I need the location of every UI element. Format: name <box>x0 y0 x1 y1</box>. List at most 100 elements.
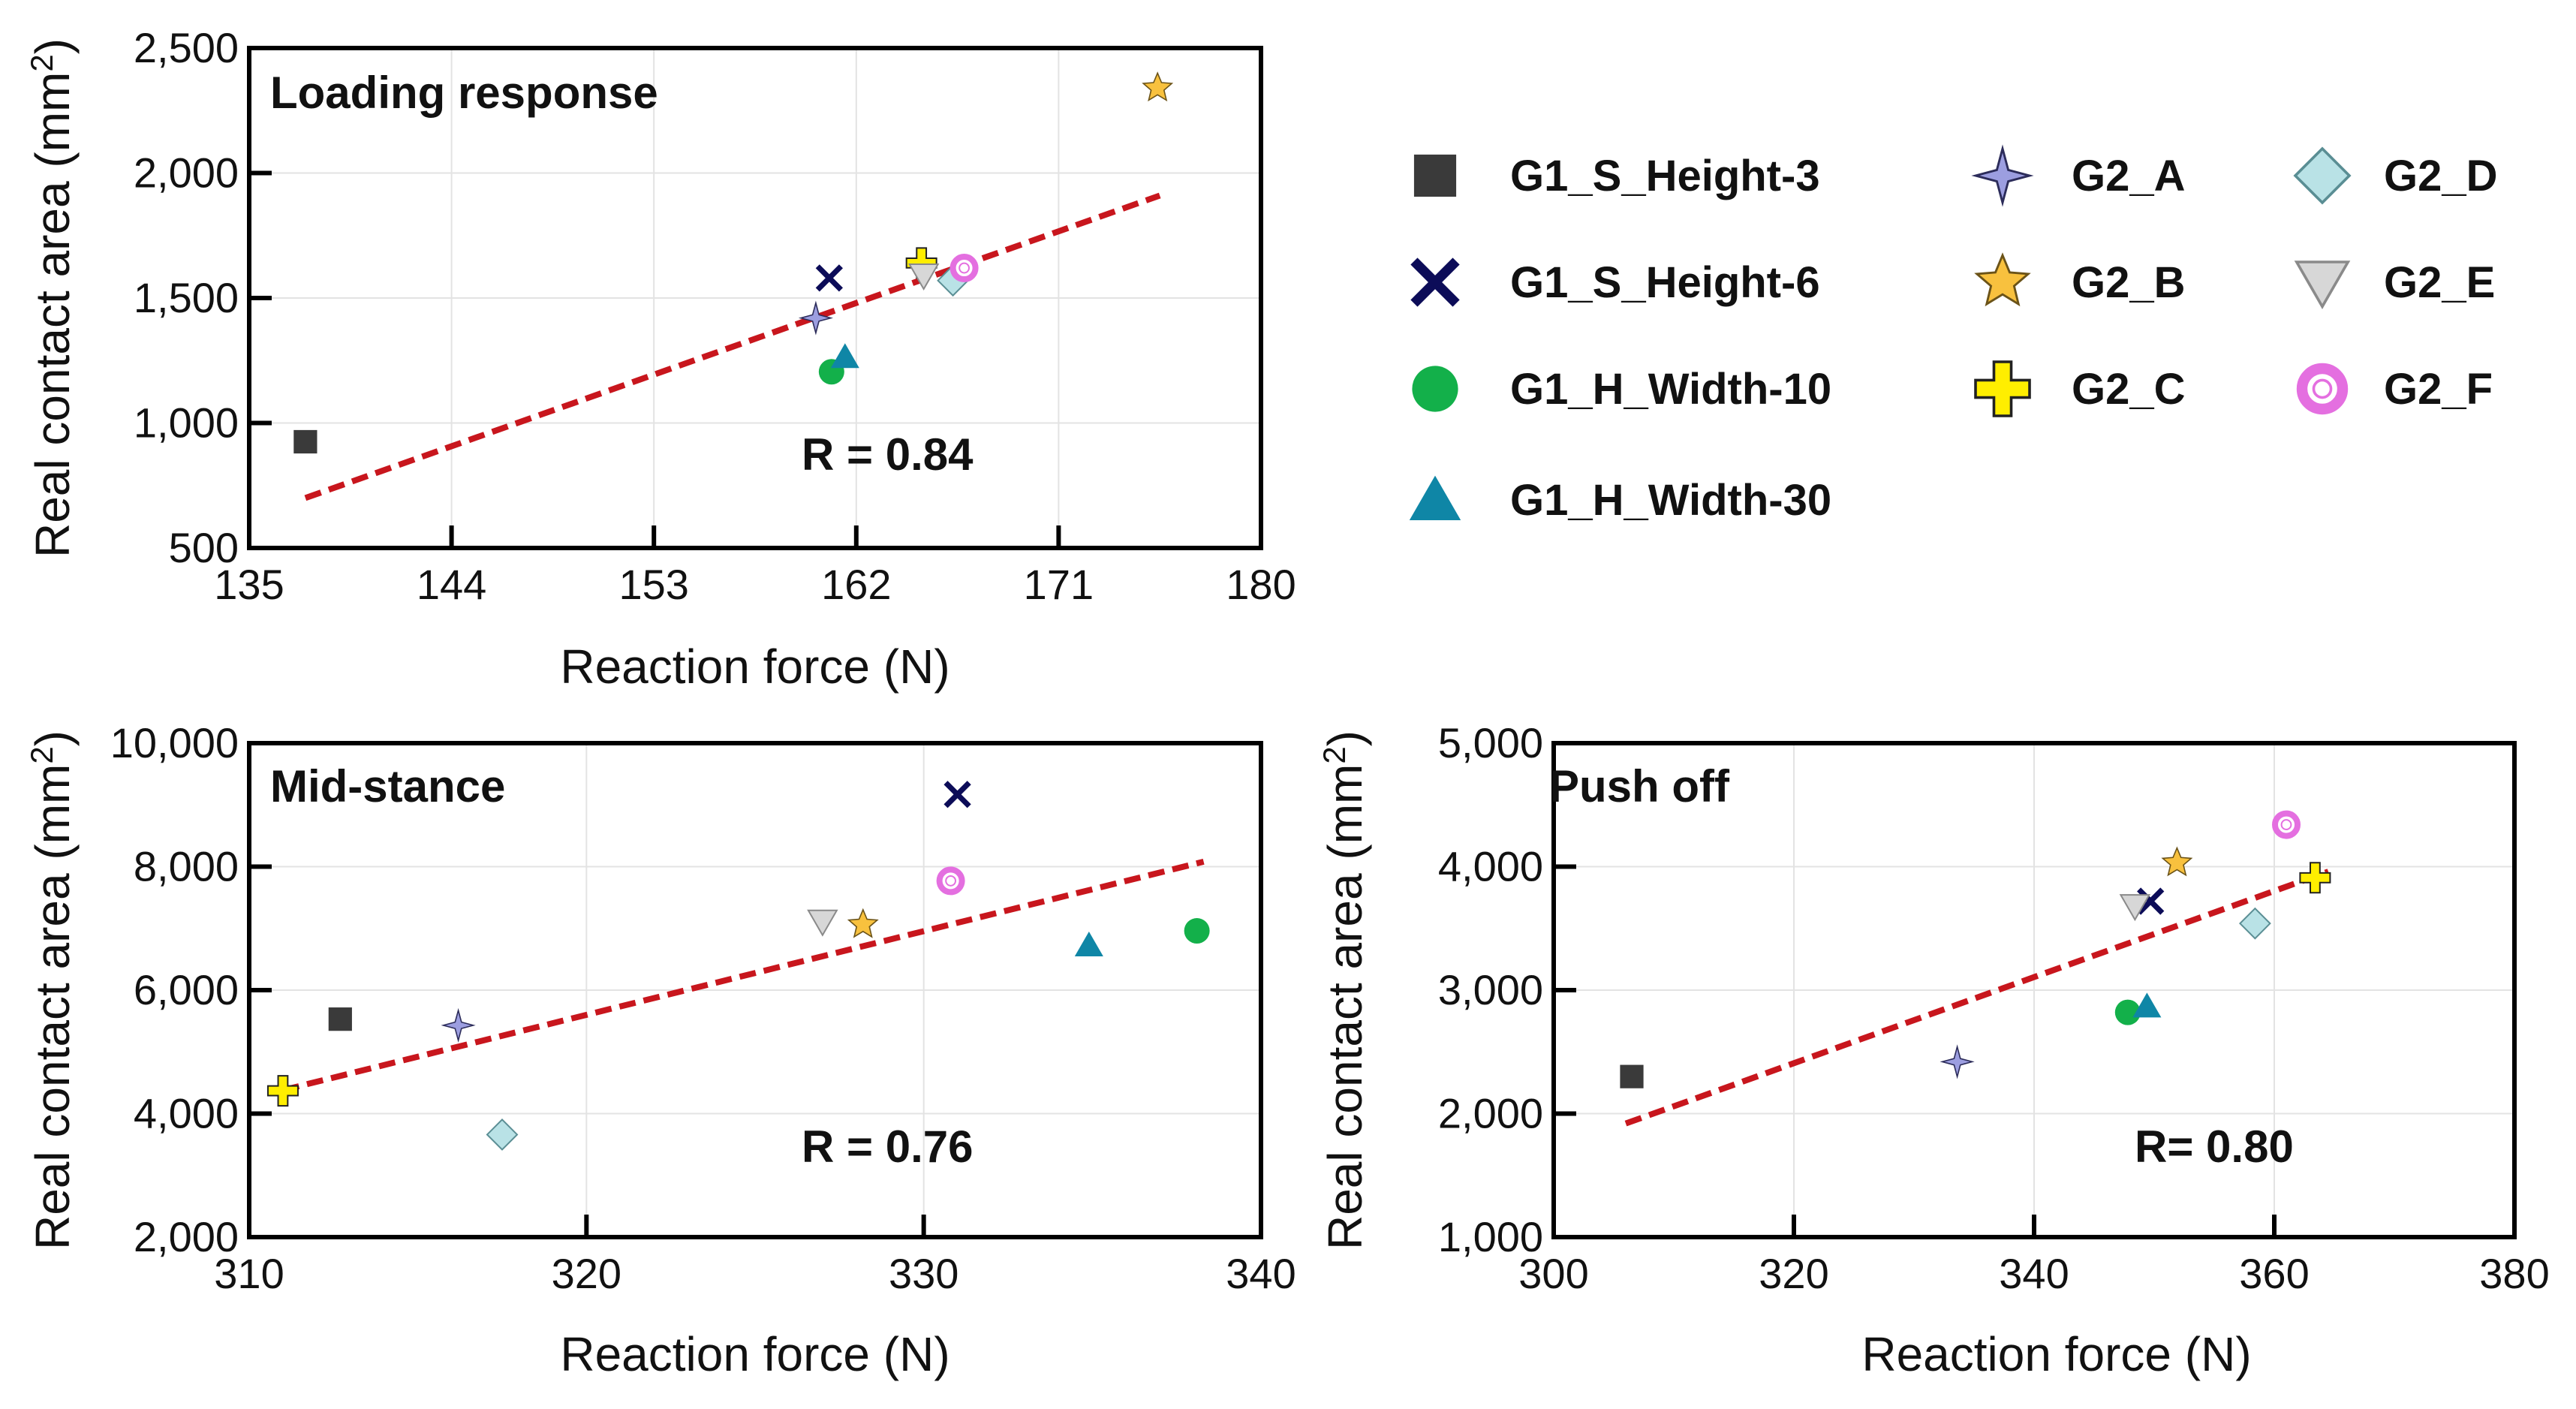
data-point-g1-s-height-6 <box>2137 887 2165 915</box>
y-axis-title: Real contact area (mm2) <box>24 38 80 558</box>
panel-push-off: 300 320 340 360 380 1,000 2,000 3,000 4,000 5,000… <box>1317 719 2550 1381</box>
x-tick-label: 340 <box>1226 1250 1296 1297</box>
data-point-g2-d <box>2238 907 2271 940</box>
y-tick-label: 3,000 <box>1438 966 1543 1013</box>
y-axis-title: Real contact area (mm2) <box>1317 730 1372 1250</box>
y-tick-label: 500 <box>169 524 239 571</box>
legend-item-g2-a: G2_A <box>1971 144 2186 207</box>
legend-marker-g2-f <box>2296 363 2349 415</box>
correlation-label: R = 0.84 <box>802 429 974 480</box>
y-tick-label: 1,500 <box>134 274 239 321</box>
legend-label: G1_H_Width-10 <box>1510 365 1831 414</box>
legend-marker-g2-e <box>2294 260 2351 310</box>
legend-marker-g1-h-width-10 <box>1412 366 1458 412</box>
data-point-g2-e <box>2119 894 2151 922</box>
legend-marker-g1-s-height-3 <box>1413 154 1457 197</box>
x-tick-label: 310 <box>214 1250 284 1297</box>
data-point-g1-h-width-10 <box>2114 999 2141 1025</box>
legend-label: G2_A <box>2072 152 2186 200</box>
data-point-g2-b <box>2161 846 2193 877</box>
y-tick-label: 2,000 <box>134 149 239 197</box>
data-point-g1-h-width-30 <box>2132 992 2162 1018</box>
legend-marker-g2-b <box>1974 252 2031 307</box>
legend-item-g2-e: G2_E <box>2294 258 2495 310</box>
x-tick-label: 320 <box>552 1250 621 1297</box>
panel-title: Loading response <box>270 68 658 118</box>
regression-line <box>1624 869 2330 1127</box>
y-tick-label: 4,000 <box>134 1090 239 1137</box>
panel-mid-stance: 310 320 330 340 2,000 4,000 6,000 8,000 10,000 M… <box>24 719 1296 1381</box>
x-tick-label: 340 <box>1999 1250 2069 1297</box>
y-tick-label: 2,000 <box>134 1213 239 1260</box>
regression-line <box>281 859 1205 1094</box>
y-tick-label: 2,000 <box>1438 1090 1543 1137</box>
legend-label: G1_H_Width-30 <box>1510 476 1831 525</box>
data-point-g1-s-height-6 <box>815 264 843 292</box>
data-point-g2-e <box>807 909 838 937</box>
correlation-label: R = 0.76 <box>802 1121 974 1172</box>
legend-label: G1_S_Height-3 <box>1510 152 1820 200</box>
y-tick-label: 2,500 <box>134 24 239 71</box>
legend-item-g1-s-height-6: G1_S_Height-6 <box>1410 257 1820 307</box>
x-tick-label: 320 <box>1759 1250 1828 1297</box>
regression-line <box>304 192 1161 501</box>
y-tick-label: 1,000 <box>1438 1213 1543 1260</box>
x-axis-title: Reaction force (N) <box>560 640 949 694</box>
x-axis-title: Reaction force (N) <box>1861 1327 2251 1381</box>
data-point-g2-e <box>907 263 940 291</box>
data-point-g1-h-width-10 <box>1184 918 1210 944</box>
data-point-g2-d <box>486 1118 519 1151</box>
data-point-g2-f <box>2272 810 2301 839</box>
legend-item-g1-h-width-10: G1_H_Width-10 <box>1412 365 1831 414</box>
x-tick-label: 162 <box>821 561 891 608</box>
x-tick-label: 144 <box>417 561 486 608</box>
panel-title: Push off <box>1549 761 1730 811</box>
data-point-g2-f <box>949 254 979 283</box>
data-point-g2-c <box>266 1075 299 1107</box>
legend-label: G2_E <box>2384 258 2495 307</box>
data-point-g1-h-width-30 <box>1074 931 1103 956</box>
legend-label: G1_S_Height-6 <box>1510 258 1820 307</box>
data-point-g1-s-height-3 <box>1620 1064 1644 1088</box>
x-tick-label: 360 <box>2239 1250 2309 1297</box>
data-point-g2-a <box>441 1007 476 1043</box>
data-point-g2-b <box>847 908 879 938</box>
legend-marker-g2-a <box>1971 144 2034 207</box>
x-axis-title: Reaction force (N) <box>560 1327 949 1381</box>
y-tick-label: 6,000 <box>134 966 239 1013</box>
x-tick-label: 300 <box>1518 1250 1588 1297</box>
legend-label: G2_B <box>2072 258 2186 307</box>
data-point-g2-c <box>2299 862 2331 894</box>
legend-item-g2-c: G2_C <box>1974 360 2186 417</box>
panel-loading-response: 135 144 153 162 171 180 500 1,000 1,500 2,000 2,50… <box>24 24 1296 694</box>
legend-item-g1-s-height-3: G1_S_Height-3 <box>1413 152 1820 200</box>
y-tick-label: 1,000 <box>134 399 239 447</box>
data-point-g2-b <box>1142 71 1174 102</box>
data-point-g2-f <box>936 866 965 896</box>
y-tick-label: 10,000 <box>110 719 239 766</box>
legend-label: G2_C <box>2072 365 2186 414</box>
data-point-g1-s-height-6 <box>943 781 971 808</box>
y-axis-title: Real contact area (mm2) <box>24 730 80 1250</box>
correlation-label: R= 0.80 <box>2135 1121 2294 1172</box>
y-tick-label: 4,000 <box>1438 843 1543 890</box>
legend-item-g1-h-width-30: G1_H_Width-30 <box>1409 475 1831 525</box>
data-point-g2-a <box>798 300 833 336</box>
x-tick-label: 135 <box>214 561 284 608</box>
x-tick-label: 330 <box>889 1250 958 1297</box>
y-tick-label: 5,000 <box>1438 719 1543 766</box>
x-tick-label: 380 <box>2479 1250 2549 1297</box>
panel-title: Mid-stance <box>270 761 505 811</box>
x-tick-label: 153 <box>618 561 688 608</box>
data-point-g1-s-height-3 <box>328 1007 352 1031</box>
legend-marker-g1-h-width-30 <box>1409 475 1461 520</box>
legend-item-g2-b: G2_B <box>1974 252 2186 307</box>
legend-item-g2-f: G2_F <box>2296 363 2493 415</box>
y-tick-label: 8,000 <box>134 843 239 890</box>
legend-label: G2_D <box>2384 152 2498 200</box>
legend-marker-g2-c <box>1974 360 2031 417</box>
legend-marker-g2-d <box>2293 146 2352 205</box>
x-tick-label: 171 <box>1024 561 1094 608</box>
